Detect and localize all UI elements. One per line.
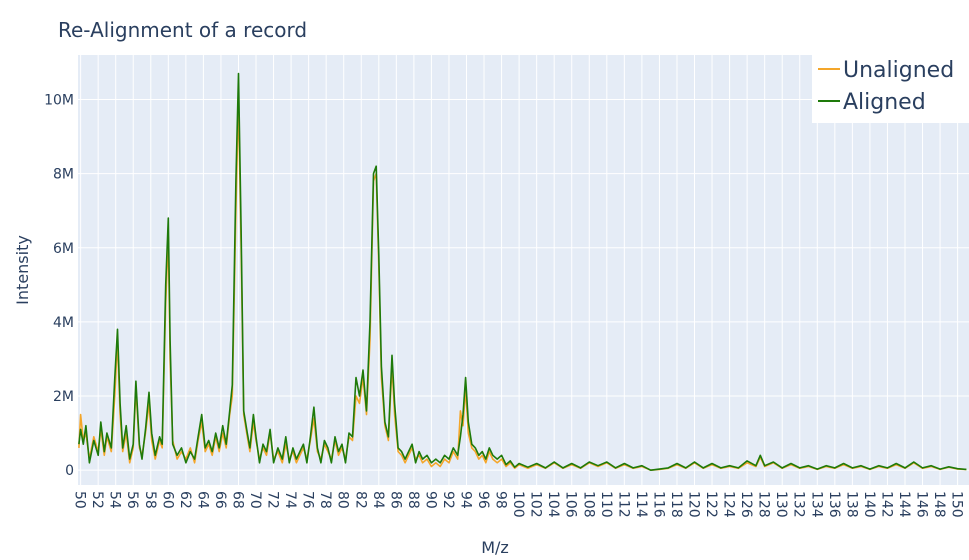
x-tick-label: 102	[528, 491, 544, 518]
x-tick-label: 110	[598, 491, 614, 518]
x-tick-label: 148	[931, 491, 947, 518]
x-tick-label: 84	[370, 491, 386, 509]
x-tick-label: 90	[422, 491, 438, 509]
x-tick-label: 92	[440, 491, 456, 509]
grid	[78, 55, 969, 485]
x-tick-label: 70	[247, 491, 263, 509]
x-tick-label: 66	[212, 491, 228, 509]
x-tick-label: 58	[142, 491, 158, 509]
x-tick-label: 128	[756, 491, 772, 518]
x-tick-label: 96	[475, 491, 491, 509]
x-tick-label: 82	[352, 491, 368, 509]
x-axis: 50 52 54 56 58 60 62 64 66 68 70 72 74 76 78 80 82 84 86 88…	[72, 491, 965, 518]
x-tick-label: 72	[265, 491, 281, 509]
legend-item-unaligned: Unaligned	[843, 58, 954, 83]
plot-area	[78, 55, 969, 485]
x-tick-label: 114	[633, 491, 649, 518]
y-axis: 0 2M 4M 6M 8M 10M	[44, 92, 74, 479]
series-line-aligned	[78, 72, 967, 471]
x-tick-label: 106	[563, 491, 579, 518]
x-tick-label: 136	[826, 491, 842, 518]
x-tick-label: 112	[615, 491, 631, 518]
x-tick-label: 116	[650, 491, 666, 518]
y-tick-label: 10M	[44, 92, 74, 108]
x-tick-label: 134	[808, 491, 824, 518]
x-tick-label: 126	[738, 491, 754, 518]
y-tick-label: 2M	[53, 389, 74, 405]
legend-background	[812, 55, 969, 123]
x-tick-label: 56	[124, 491, 140, 509]
x-axis-title: M/z	[481, 538, 509, 557]
y-tick-label: 4M	[53, 315, 74, 331]
x-tick-label: 62	[177, 491, 193, 509]
x-tick-label: 138	[843, 491, 859, 518]
x-tick-label: 64	[194, 491, 210, 509]
x-tick-label: 80	[335, 491, 351, 509]
x-tick-label: 76	[300, 491, 316, 509]
x-tick-label: 98	[493, 491, 509, 509]
x-tick-label: 108	[580, 491, 596, 518]
y-tick-label: 6M	[53, 241, 74, 257]
x-tick-label: 118	[668, 491, 684, 518]
x-tick-label: 54	[107, 491, 123, 509]
x-tick-label: 144	[896, 491, 912, 518]
x-tick-label: 130	[773, 491, 789, 518]
x-tick-label: 140	[861, 491, 877, 518]
x-tick-label: 142	[878, 491, 894, 518]
x-tick-label: 74	[282, 491, 298, 509]
x-tick-label: 120	[686, 491, 702, 518]
x-tick-label: 52	[89, 491, 105, 509]
x-tick-label: 50	[72, 491, 88, 509]
x-tick-label: 86	[387, 491, 403, 509]
legend-item-aligned: Aligned	[843, 90, 926, 115]
series-layer	[78, 72, 967, 471]
x-tick-label: 150	[949, 491, 965, 518]
x-tick-label: 94	[457, 491, 473, 509]
x-tick-label: 78	[317, 491, 333, 509]
y-tick-label: 0	[65, 463, 74, 479]
x-tick-label: 132	[791, 491, 807, 518]
x-tick-label: 146	[914, 491, 930, 518]
x-tick-label: 104	[545, 491, 561, 518]
x-tick-label: 100	[510, 491, 526, 518]
y-tick-label: 8M	[53, 167, 74, 183]
x-tick-label: 124	[721, 491, 737, 518]
x-tick-label: 68	[229, 491, 245, 509]
x-tick-label: 122	[703, 491, 719, 518]
chart-title: Re-Alignment of a record	[58, 18, 307, 42]
legend[interactable]: Unaligned Aligned	[812, 55, 969, 123]
x-tick-label: 60	[159, 491, 175, 509]
y-axis-title: Intensity	[13, 235, 32, 305]
x-tick-label: 88	[405, 491, 421, 509]
